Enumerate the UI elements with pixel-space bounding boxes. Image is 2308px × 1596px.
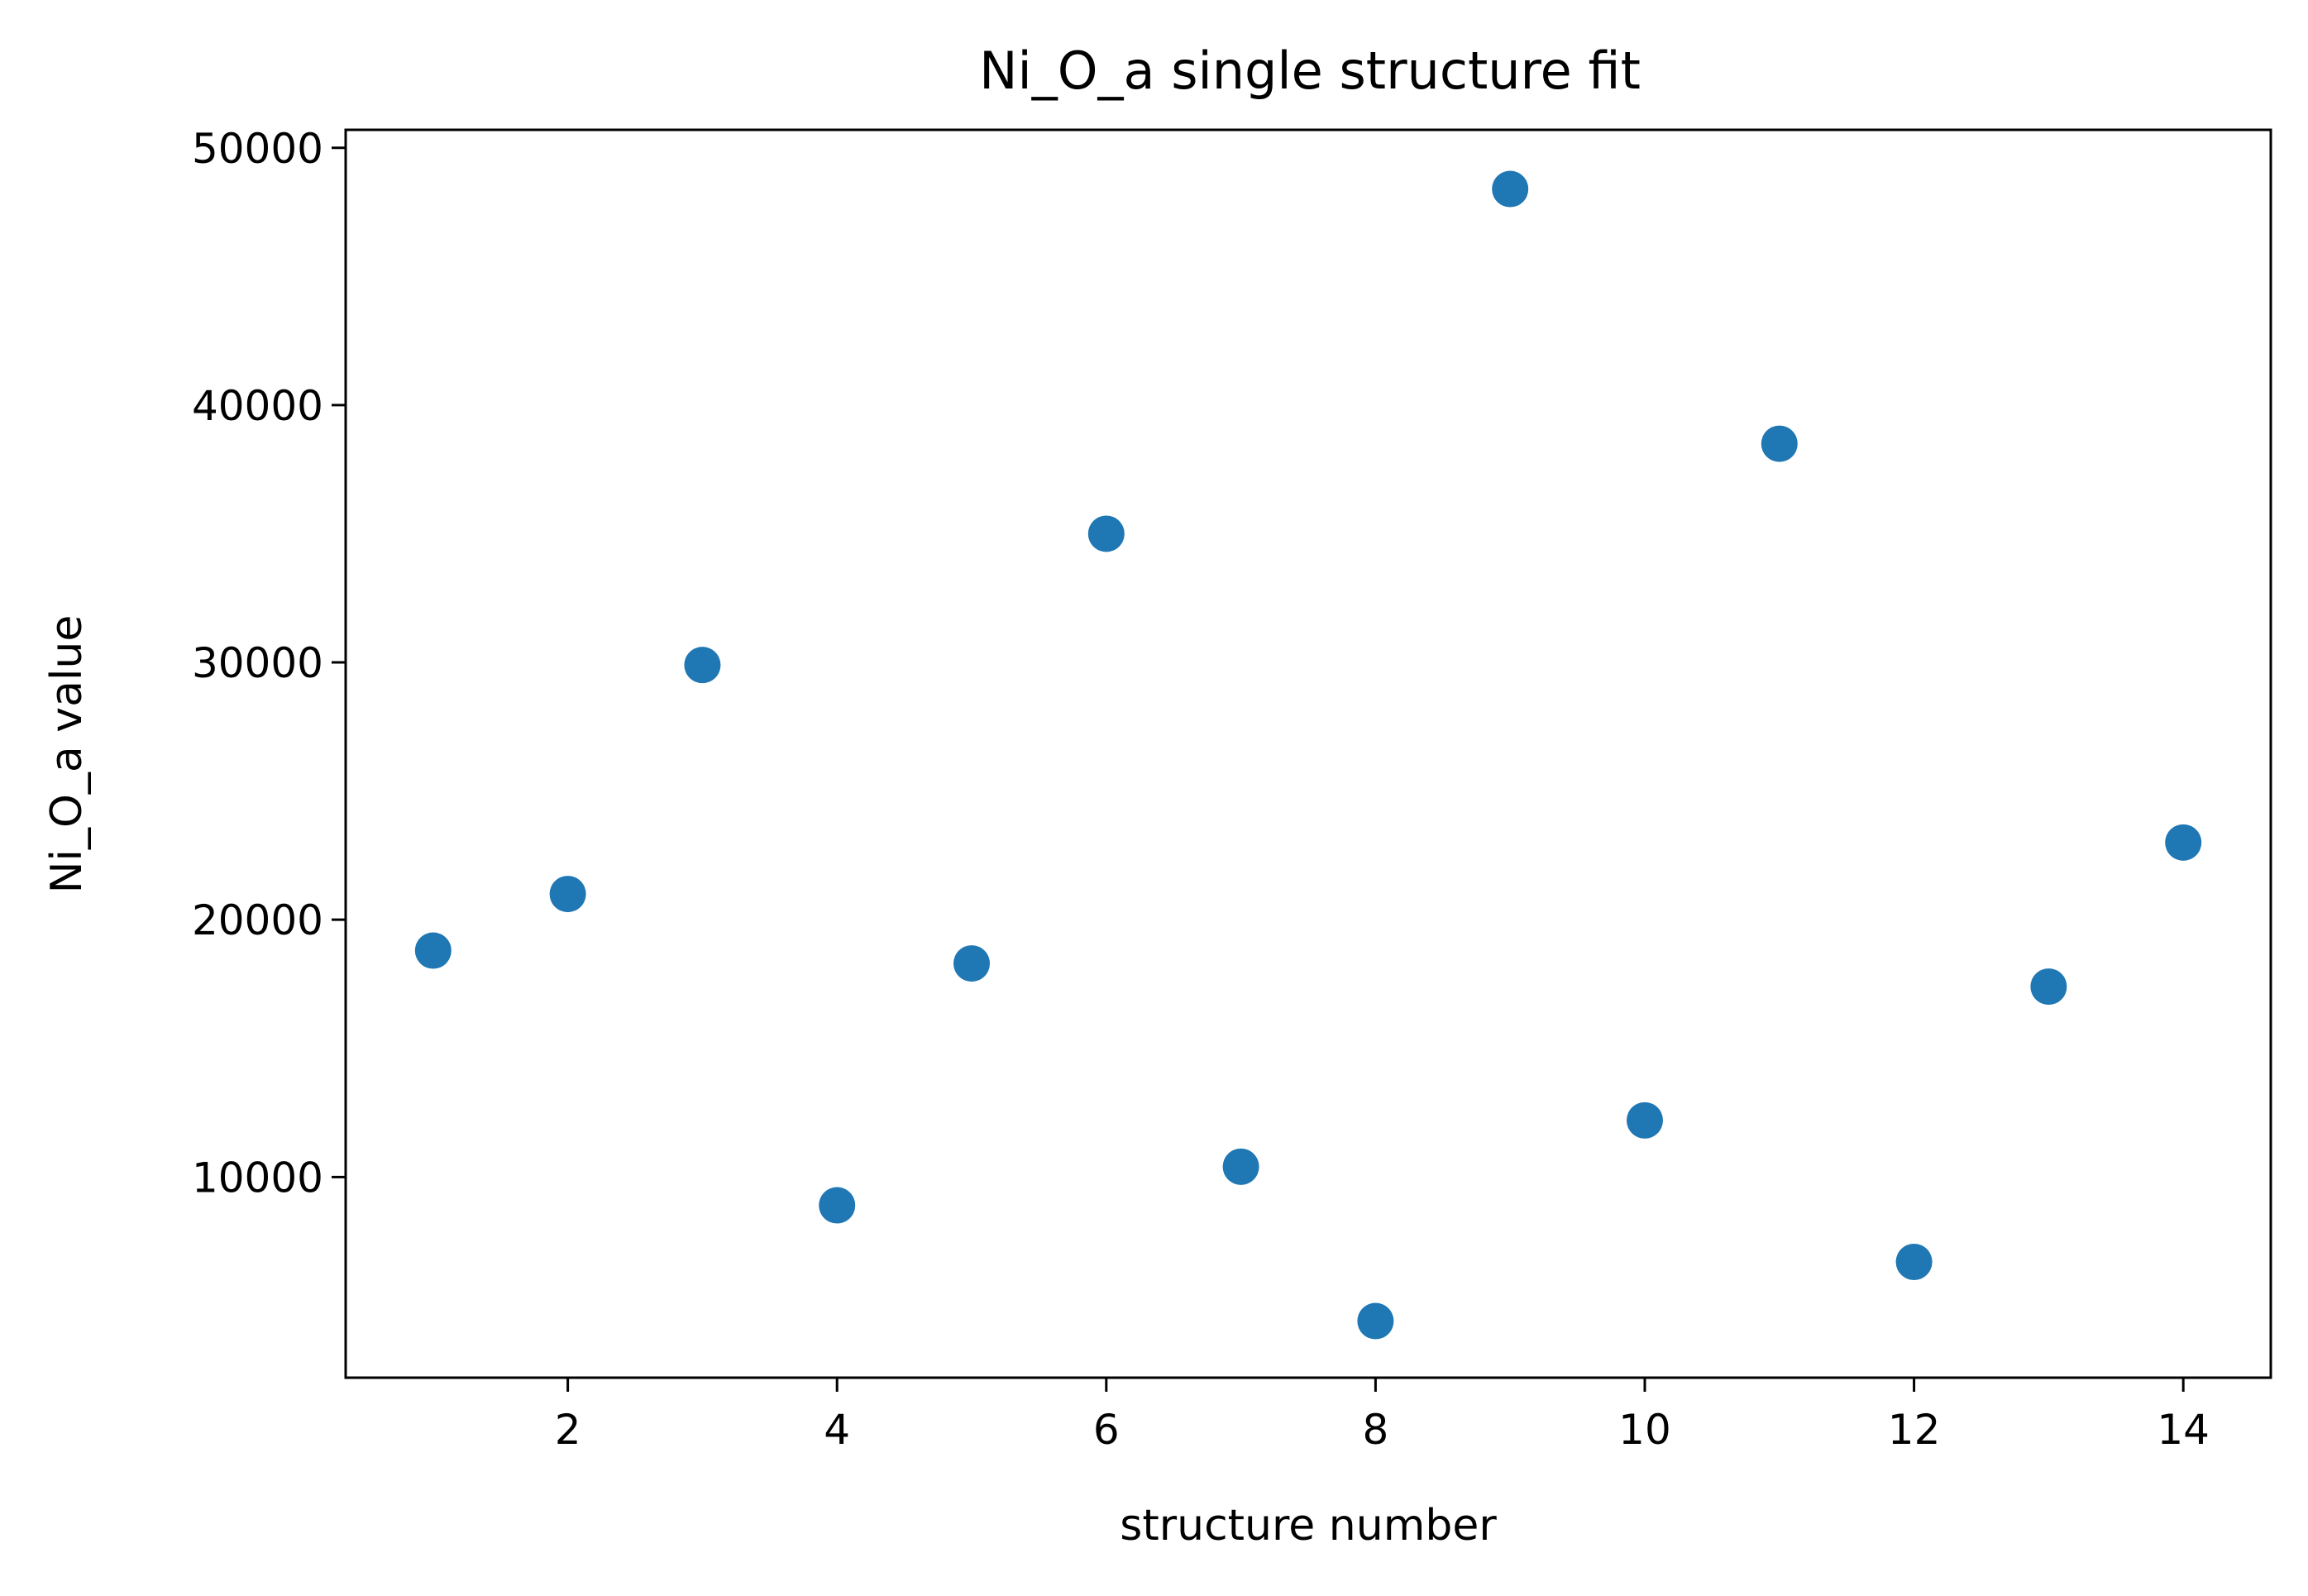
x-axis-label: structure number [1120,1501,1497,1551]
y-tick-label: 30000 [192,639,323,687]
y-axis-label: Ni_O_a value [42,615,92,894]
data-point [819,1187,856,1224]
y-tick-label: 50000 [192,125,323,173]
data-point [2165,824,2202,861]
data-point [2030,968,2067,1006]
x-tick-label: 4 [824,1406,850,1454]
chart-title: Ni_O_a single structure fit [979,41,1641,101]
x-tick-label: 14 [2157,1406,2210,1454]
x-tick-label: 10 [1618,1406,1671,1454]
data-point [1626,1101,1663,1139]
x-axis-ticks: 2 4 6 8 10 12 14 [555,1378,2210,1454]
data-point [953,945,991,982]
y-tick-label: 10000 [192,1154,323,1202]
data-point [1087,515,1125,552]
x-tick-label: 6 [1093,1406,1120,1454]
y-axis-ticks: 10000 20000 30000 40000 50000 [192,125,346,1202]
data-points [414,170,2202,1340]
x-tick-label: 12 [1888,1406,1941,1454]
data-point [1895,1243,1933,1280]
plot-area-frame [344,128,2272,1379]
y-tick-label: 40000 [192,382,323,430]
data-point [684,647,721,684]
y-tick-label: 20000 [192,896,323,944]
data-point [1492,170,1529,208]
data-point [1222,1148,1259,1185]
data-point [1761,425,1798,462]
x-tick-label: 2 [555,1406,581,1454]
data-point [1357,1302,1394,1340]
data-point [549,876,586,913]
data-point [414,932,452,969]
x-tick-label: 8 [1362,1406,1388,1454]
